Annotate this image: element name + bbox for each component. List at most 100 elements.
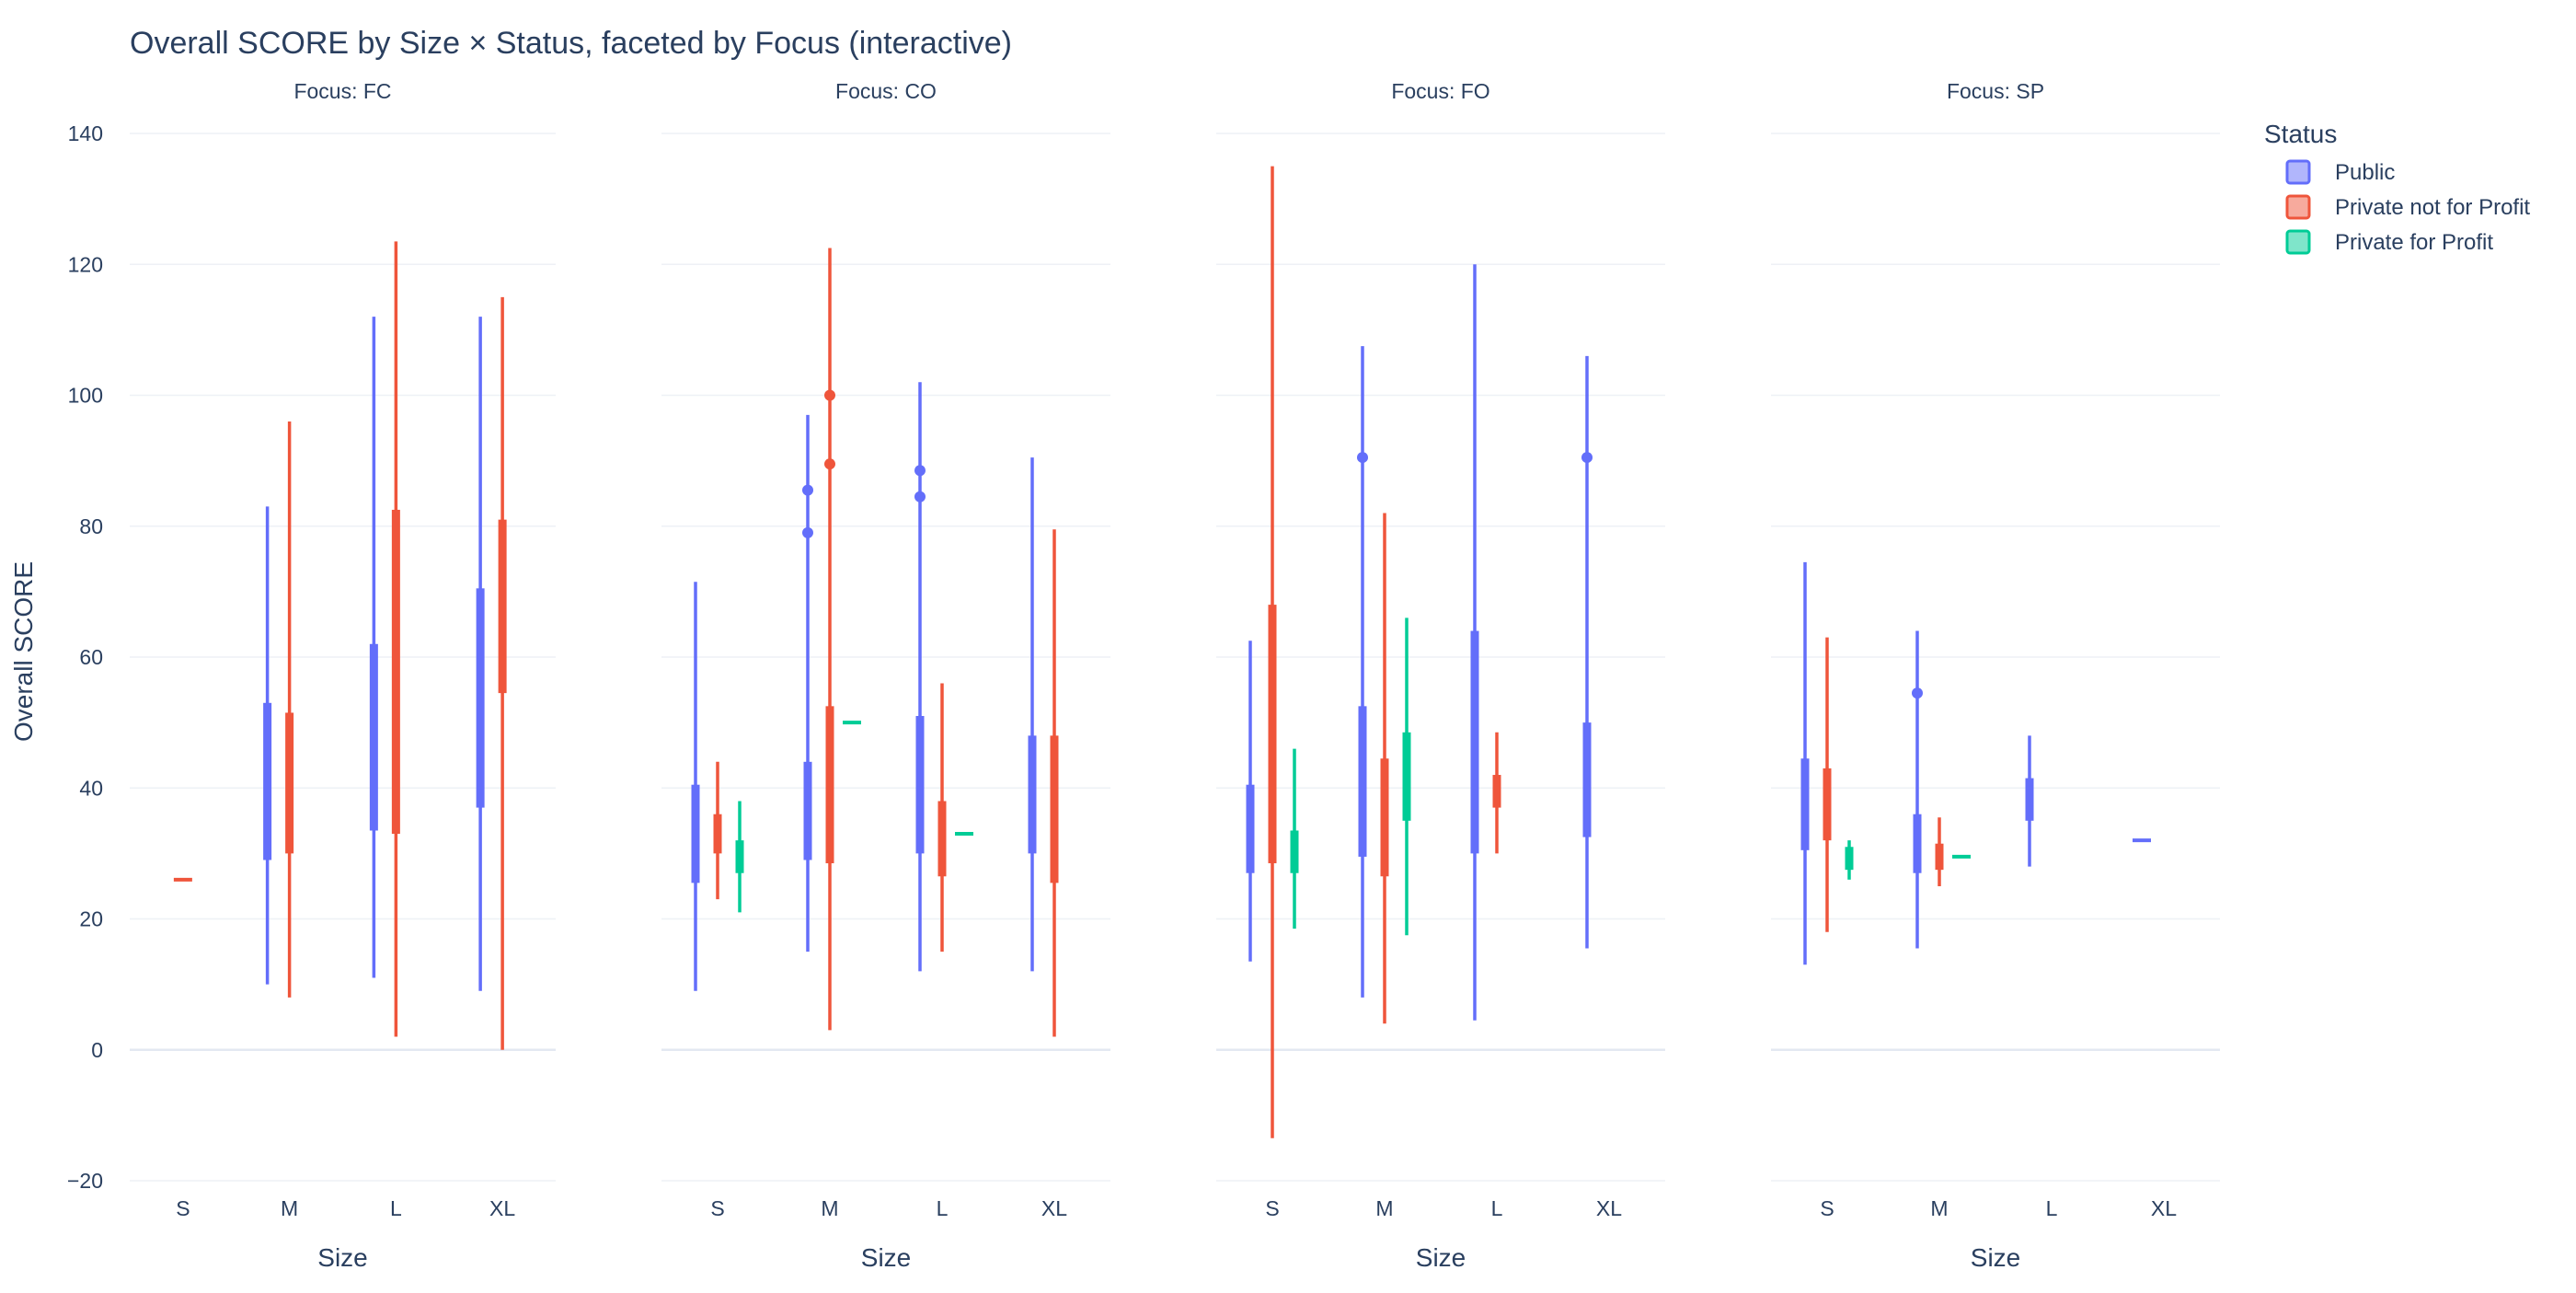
y-tick-label: 80 <box>79 514 103 538</box>
violin-iqr-box <box>1470 630 1479 854</box>
legend[interactable]: Status Public Private not for Profit Privat… <box>2264 120 2530 255</box>
violin-outlier-point[interactable] <box>802 484 813 496</box>
violin-iqr-box <box>1492 775 1501 808</box>
violin[interactable] <box>369 317 378 978</box>
violin-iqr-box <box>1050 735 1059 883</box>
violin-iqr-box <box>1935 843 1944 871</box>
legend-label: Private for Profit <box>2335 230 2493 255</box>
facet-title: Focus: SP <box>1947 79 2044 103</box>
x-axis-title: Size <box>1416 1243 1466 1272</box>
y-axis-title: Overall SCORE <box>9 561 38 742</box>
x-tick-label: S <box>1820 1196 1834 1220</box>
violin-iqr-box <box>1402 732 1411 821</box>
x-tick-label: M <box>1930 1196 1948 1220</box>
legend-item[interactable]: Public <box>2285 159 2395 185</box>
violin-iqr-box <box>735 840 744 873</box>
x-tick-label: S <box>710 1196 724 1220</box>
chart-title: Overall SCORE by Size × Status, faceted … <box>130 26 1012 61</box>
violin[interactable] <box>263 506 272 985</box>
y-tick-label: 140 <box>68 121 103 145</box>
violin-iqr-box <box>1913 814 1922 873</box>
x-tick-label: XL <box>489 1196 515 1220</box>
violin[interactable] <box>1028 457 1037 972</box>
violin-iqr-box <box>263 702 272 860</box>
violin-outlier-point[interactable] <box>824 389 835 401</box>
violin[interactable] <box>1268 166 1277 1138</box>
y-tick-label: 60 <box>79 645 103 669</box>
violin-outlier-point[interactable] <box>1357 452 1368 464</box>
violin[interactable] <box>498 296 507 1050</box>
legend-item[interactable]: Private for Profit <box>2285 229 2493 255</box>
x-tick-label: XL <box>1041 1196 1067 1220</box>
x-tick-label: L <box>2046 1196 2058 1220</box>
facet-2: Focus: CO S M L XL Size <box>661 79 1110 1272</box>
violin[interactable] <box>691 582 700 991</box>
violin[interactable] <box>1492 732 1501 854</box>
x-tick-label: L <box>390 1196 402 1220</box>
facet-4: Focus: SP S M L XL Size <box>1771 79 2220 1272</box>
legend-label: Public <box>2335 160 2395 185</box>
violin-outlier-point[interactable] <box>1581 452 1593 464</box>
violin-iqr-box <box>1268 605 1277 864</box>
violin[interactable] <box>2025 735 2034 867</box>
violin[interactable] <box>1581 355 1593 949</box>
x-tick-label: M <box>281 1196 298 1220</box>
y-tick-label: −20 <box>67 1169 103 1193</box>
violin[interactable] <box>1380 513 1389 1024</box>
violin-iqr-box <box>1845 847 1854 871</box>
violin-iqr-box <box>391 509 400 835</box>
x-axis-title: Size <box>317 1243 367 1272</box>
legend-swatch <box>2285 229 2311 255</box>
violin-iqr-box <box>2025 778 2034 821</box>
violin[interactable] <box>476 317 485 991</box>
y-tick-label: 100 <box>68 384 103 408</box>
violin-iqr-box <box>1800 758 1810 850</box>
violin[interactable] <box>914 382 926 972</box>
violin-iqr-box <box>285 712 294 854</box>
violin[interactable] <box>1246 641 1255 962</box>
legend-title: Status <box>2264 120 2337 148</box>
violin-outlier-point[interactable] <box>914 491 926 502</box>
legend-label: Private not for Profit <box>2335 195 2530 220</box>
violin[interactable] <box>1470 264 1479 1021</box>
violin-outlier-point[interactable] <box>914 465 926 477</box>
violin[interactable] <box>391 241 400 1037</box>
facet-title: Focus: FC <box>293 79 391 103</box>
violin[interactable] <box>1912 630 1923 949</box>
y-tick-label: 40 <box>79 776 103 800</box>
legend-swatch <box>2285 194 2311 220</box>
violin[interactable] <box>1845 840 1854 880</box>
violin-iqr-box <box>1582 722 1592 837</box>
violin-outlier-point[interactable] <box>802 526 813 538</box>
violin[interactable] <box>1800 561 1810 965</box>
x-tick-label: XL <box>1596 1196 1622 1220</box>
violin-iqr-box <box>476 588 485 808</box>
x-tick-label: L <box>937 1196 949 1220</box>
violin[interactable] <box>802 414 813 952</box>
violin[interactable] <box>1935 817 1944 886</box>
y-tick-label: 20 <box>79 907 103 931</box>
violin[interactable] <box>1357 346 1368 998</box>
facet-title: Focus: CO <box>835 79 937 103</box>
legend-item[interactable]: Private not for Profit <box>2285 194 2530 220</box>
violin[interactable] <box>937 683 947 952</box>
violin[interactable] <box>1823 637 1832 932</box>
y-tick-label: 120 <box>68 252 103 276</box>
x-tick-label: XL <box>2151 1196 2177 1220</box>
x-axis-title: Size <box>1971 1243 2020 1272</box>
violin[interactable] <box>1402 618 1411 936</box>
violin[interactable] <box>713 761 722 900</box>
violin[interactable] <box>735 801 744 913</box>
violin[interactable] <box>285 421 294 998</box>
x-axis-title: Size <box>861 1243 911 1272</box>
violin[interactable] <box>1050 529 1059 1037</box>
violin[interactable] <box>824 248 835 1031</box>
x-tick-label: L <box>1491 1196 1503 1220</box>
violin[interactable] <box>1290 748 1299 929</box>
legend-swatch <box>2285 159 2311 185</box>
violin-outlier-point[interactable] <box>824 458 835 470</box>
x-tick-label: M <box>1375 1196 1393 1220</box>
violin-outlier-point[interactable] <box>1912 687 1923 699</box>
